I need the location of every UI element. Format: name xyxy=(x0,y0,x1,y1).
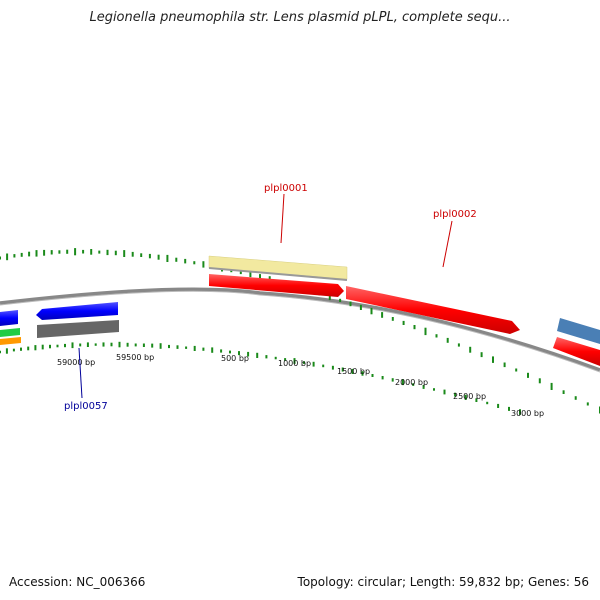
ruler-label-500: 500 bp xyxy=(221,354,249,363)
topology-summary: Topology: circular; Length: 59,832 bp; G… xyxy=(297,575,589,589)
inner-gc-ring xyxy=(0,341,521,415)
ruler-label-59000: 59000 bp xyxy=(57,358,95,367)
gene-reverse-blue-arrow[interactable] xyxy=(36,302,118,320)
backbone-arc xyxy=(0,287,600,372)
ruler-label-2500: 2500 bp xyxy=(453,392,486,401)
ruler-label-3000: 3000 bp xyxy=(511,409,544,418)
gene-right-red-arrow[interactable] xyxy=(553,337,600,366)
ruler-label-1000: 1000 bp xyxy=(278,359,311,368)
leader-plpl0001 xyxy=(280,193,285,244)
ruler-label-1500: 1500 bp xyxy=(337,367,370,376)
leader-plpl0002 xyxy=(442,220,453,268)
gene-plpl0057-gray[interactable] xyxy=(37,320,119,338)
gene-label-plpl0002[interactable]: plpl0002 xyxy=(433,209,477,220)
backbone-arc-shadow xyxy=(0,290,600,373)
gene-plpl0002-arrow[interactable] xyxy=(346,286,520,334)
gene-left-green[interactable] xyxy=(0,328,20,337)
gene-left-orange[interactable] xyxy=(0,337,21,345)
gene-right-steelblue[interactable] xyxy=(557,318,600,344)
gene-label-plpl0001[interactable]: plpl0001 xyxy=(264,183,308,194)
ruler-label-2000: 2000 bp xyxy=(395,378,428,387)
annotation-band-underline xyxy=(208,267,348,281)
gene-left-blue[interactable] xyxy=(0,310,18,326)
leader-plpl0057 xyxy=(78,347,83,399)
gene-plpl0001-arrow[interactable] xyxy=(209,274,344,297)
map-title: Legionella pneumophila str. Lens plasmid… xyxy=(89,10,511,25)
gene-label-plpl0057[interactable]: plpl0057 xyxy=(64,401,108,412)
ruler-label-59500: 59500 bp xyxy=(116,353,154,362)
accession-text: Accession: NC_006366 xyxy=(9,575,146,589)
annotation-band xyxy=(208,255,348,280)
